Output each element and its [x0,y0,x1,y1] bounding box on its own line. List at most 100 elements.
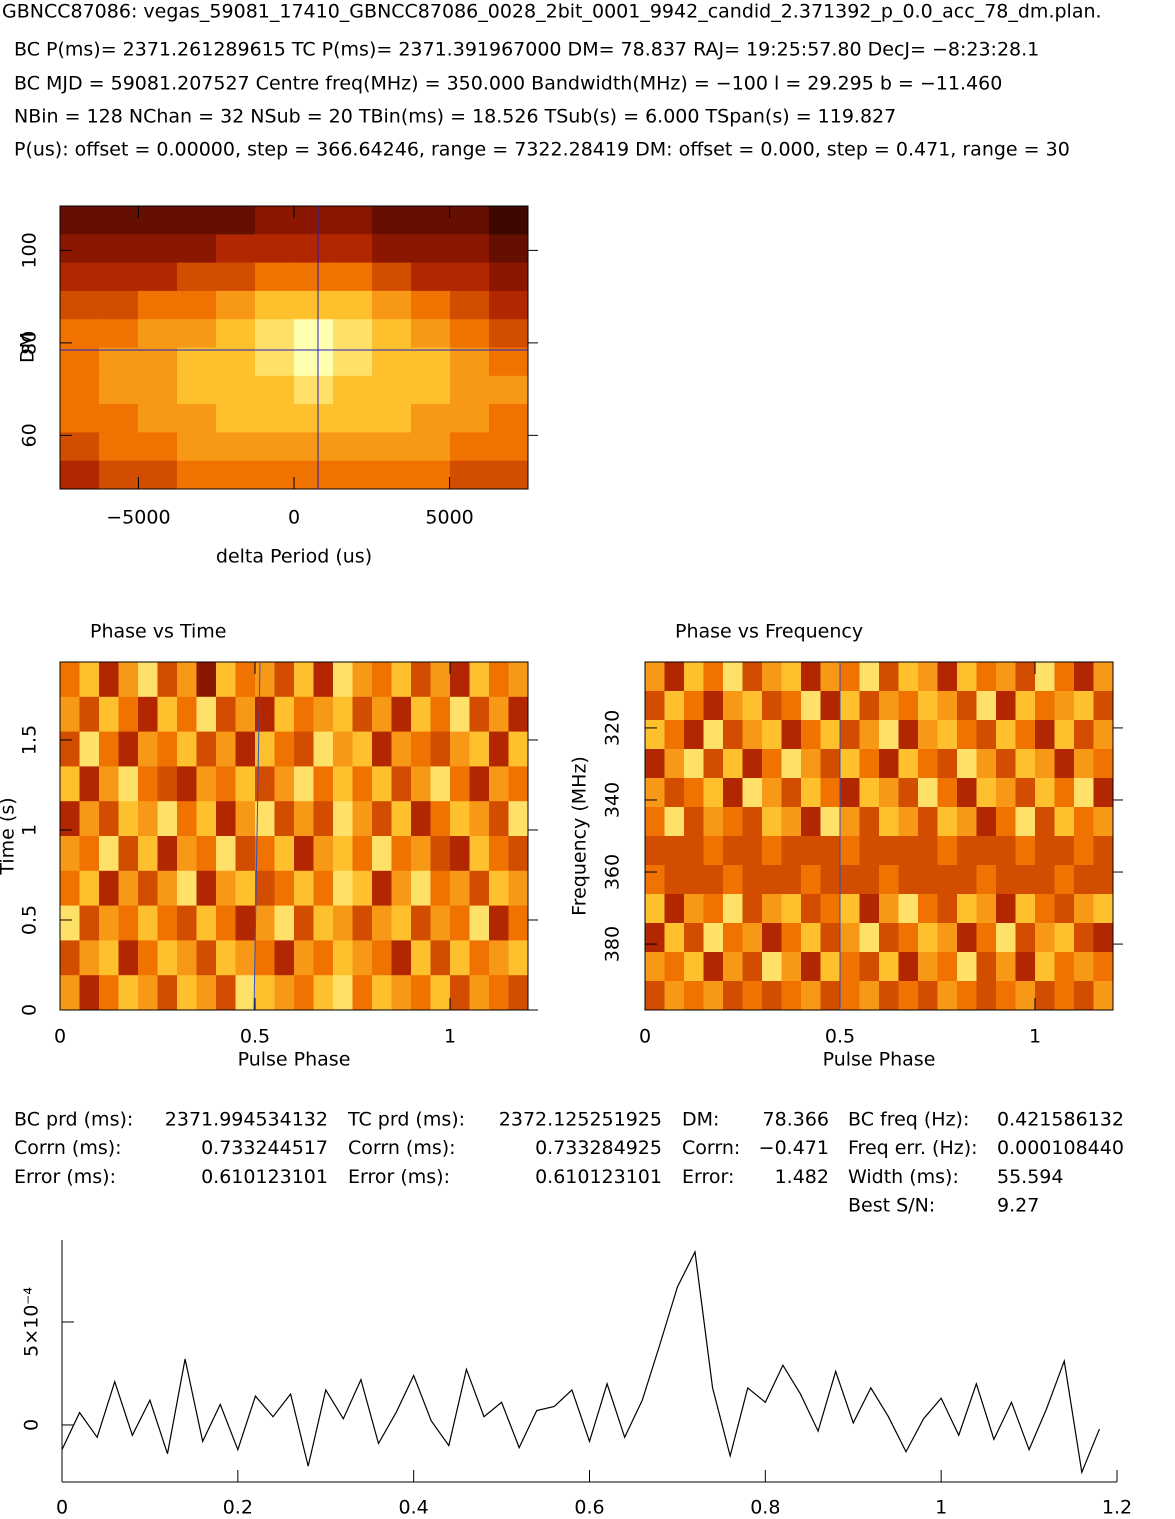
heat-cell [703,865,724,895]
heat-cell [216,870,236,907]
heat-cell [489,975,509,1011]
heat-cell [294,662,314,698]
info-value: 0.733284925 [535,1137,662,1159]
heat-cell [1093,807,1114,837]
info-label: DM: [682,1109,719,1131]
heat-cell [138,940,158,976]
heat-cell [1035,749,1055,779]
heat-cell [703,778,724,808]
heat-cell [957,691,977,721]
heat-cell [99,766,119,802]
heat-cell [645,778,665,808]
heat-cell [1093,691,1114,721]
heat-cell [274,836,295,872]
heat-cell [372,234,412,264]
heat-cell [313,662,334,698]
heat-cell [1035,720,1055,750]
y-tick-label: 5×10⁻⁴ [21,1287,43,1357]
heat-cell [781,749,802,779]
info-value: 1.482 [775,1166,829,1188]
heat-cell [859,865,880,895]
heat-cell [762,865,782,895]
heat-cell [99,206,139,235]
heat-cell [450,662,470,698]
heat-cell [372,290,412,320]
heat-cell [313,905,334,941]
heat-cell [99,905,119,941]
heat-cell [976,923,997,953]
heat-cell [898,865,919,895]
heat-cell [118,940,139,976]
heat-cell [60,206,100,235]
heat-cell [352,836,373,872]
y-tick-label: 340 [602,782,624,818]
heat-cell [469,731,490,767]
heat-cell [742,749,763,779]
heat-cell [859,894,880,924]
heat-cell [274,940,295,976]
heat-cell [469,905,490,941]
heat-cell [664,894,685,924]
info-label: Error (ms): [348,1166,450,1188]
heat-cell [645,865,665,895]
heat-cell [274,696,295,733]
heat-cell [450,801,470,837]
heat-cell [840,865,860,895]
heat-cell [820,720,841,750]
heat-cell [1015,778,1036,808]
heat-cell [781,981,802,1011]
heat-cell [1093,865,1114,895]
heat-cell [177,460,217,490]
heat-cell [138,319,178,348]
heat-cell [372,801,392,837]
heat-cell [372,975,392,1011]
heat-cell [352,696,373,733]
heat-cell [1054,952,1075,982]
heat-cell [918,720,938,750]
heat-cell [820,894,841,924]
heat-cell [898,923,919,953]
heat-cell [879,778,899,808]
heat-cell [781,662,802,692]
y-axis-label: DM [17,332,39,363]
y-tick-label: 1 [19,824,41,836]
heat-cell [99,404,139,433]
heat-cell [274,975,295,1011]
heat-cell [996,662,1016,692]
heat-cell [138,404,178,433]
heat-cell [99,290,139,320]
heat-cell [742,807,763,837]
heat-cell [489,234,529,264]
heat-cell [118,870,139,907]
heat-cell [450,731,470,767]
x-tick-label: 0.5 [240,1026,270,1048]
heat-cell [957,894,977,924]
heat-cell [255,940,275,976]
heat-cell [918,981,938,1011]
heat-cell [996,981,1016,1011]
heat-cell [274,801,295,837]
heat-cell [177,870,197,907]
heat-cell [879,836,899,866]
x-tick-label: 0 [639,1026,651,1048]
heat-cell [138,870,158,907]
heat-cell [294,375,334,405]
heat-cell [372,262,412,292]
heat-cell [352,801,373,837]
heat-cell [840,894,860,924]
heat-cell [703,952,724,982]
heat-cell [333,766,353,802]
heat-cell [1054,894,1075,924]
heat-cell [820,778,841,808]
heat-cell [391,731,412,767]
heat-cell [801,981,821,1011]
heat-cell [235,801,256,837]
heat-cell [762,807,782,837]
heat-cell [1035,836,1055,866]
heat-cell [216,432,256,462]
heat-cell [255,319,295,348]
heat-cell [235,662,256,698]
heat-cell [450,975,470,1011]
heat-cell [957,662,977,692]
heat-cell [255,206,295,235]
